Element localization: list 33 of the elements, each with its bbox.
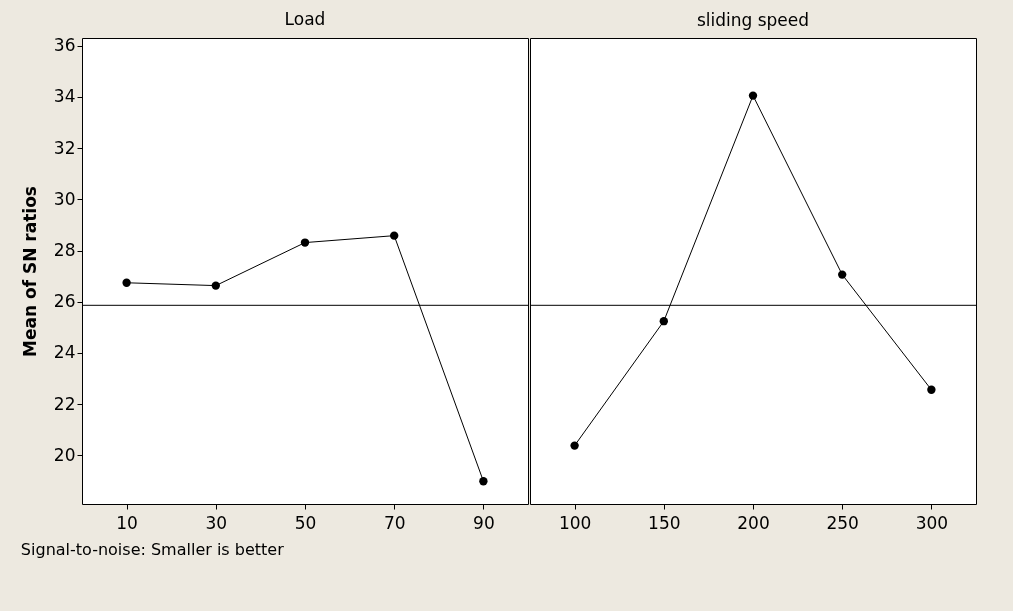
x-tick-label: 50 xyxy=(294,512,317,533)
y-tick-label: 26 xyxy=(53,291,76,312)
x-tick-label: 250 xyxy=(826,512,859,533)
x-tick-label: 200 xyxy=(737,512,770,533)
point xyxy=(570,441,579,450)
chart-title: sliding speed xyxy=(696,10,810,30)
point xyxy=(300,238,310,247)
point xyxy=(479,477,488,486)
point xyxy=(211,281,220,290)
y-tick-label: 30 xyxy=(53,188,76,209)
x-tick-label: 30 xyxy=(205,512,228,533)
point xyxy=(927,385,936,394)
y-axis-title: Mean of SN ratios xyxy=(19,186,40,357)
y-tick-label: 32 xyxy=(53,137,76,158)
y-tick-label: 34 xyxy=(53,86,76,107)
x-tick-label: 150 xyxy=(648,512,681,533)
y-tick-label: 22 xyxy=(53,393,76,414)
point xyxy=(659,317,668,326)
chart-title: Load xyxy=(284,8,326,29)
x-tick-label: 300 xyxy=(915,512,949,533)
point xyxy=(748,91,758,100)
point xyxy=(390,231,399,240)
x-tick-label: 70 xyxy=(383,512,406,533)
point xyxy=(122,278,131,287)
x-tick-label: 100 xyxy=(558,512,592,533)
y-tick-label: 24 xyxy=(53,342,76,363)
text: Signal-to-noise: Smaller is better xyxy=(20,539,285,559)
x-tick-label: 10 xyxy=(116,512,138,533)
y-tick-label: 20 xyxy=(53,444,76,465)
x-tick-label: 90 xyxy=(473,512,495,533)
y-tick-label: 36 xyxy=(53,35,76,56)
y-tick-label: 28 xyxy=(53,240,76,261)
point xyxy=(838,270,847,279)
